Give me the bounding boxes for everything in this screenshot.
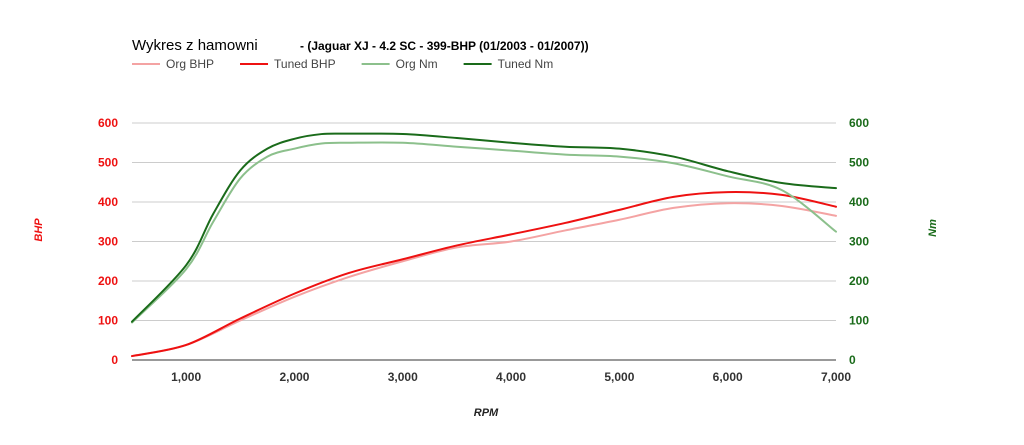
y-axis-label-left: BHP: [33, 218, 45, 242]
x-tick: 7,000: [821, 370, 851, 384]
grid-lines: [132, 122, 836, 361]
y-axis-label-right: Nm: [927, 219, 939, 237]
y-tick-left: 300: [98, 235, 118, 249]
x-tick: 1,000: [171, 370, 201, 384]
y-tick-right: 500: [849, 156, 869, 170]
legend-label: Tuned BHP: [274, 57, 336, 71]
series-group: [131, 132, 837, 358]
series-line-tuned-nm: [131, 132, 837, 323]
y-tick-right: 300: [849, 235, 869, 249]
x-axis-label: RPM: [474, 407, 499, 419]
legend-label: Org BHP: [166, 57, 214, 71]
legend-item[interactable]: Tuned Nm: [463, 57, 554, 71]
series-line-tuned-bhp: [131, 191, 837, 358]
series-line-org-bhp: [131, 202, 837, 358]
y-tick-right: 200: [849, 274, 869, 288]
x-tick: 4,000: [496, 370, 526, 384]
y-tick-right: 400: [849, 195, 869, 209]
x-tick: 5,000: [604, 370, 634, 384]
y-tick-left: 500: [98, 156, 118, 170]
y-tick-left: 100: [98, 314, 118, 328]
legend-item[interactable]: Org Nm: [361, 57, 438, 71]
x-axis-ticks: 1,000 2,000 3,000 4,000 5,000 6,000 7,000: [171, 370, 851, 384]
left-axis-ticks: 0 100 200 300 400 500 600: [98, 116, 118, 367]
series-line-org-nm: [131, 141, 837, 324]
x-tick: 6,000: [713, 370, 743, 384]
right-axis-ticks: 0 100 200 300 400 500 600: [849, 116, 869, 367]
legend: Org BHP Tuned BHP Org Nm Tuned Nm: [132, 57, 553, 71]
x-tick: 3,000: [388, 370, 418, 384]
legend-item[interactable]: Tuned BHP: [240, 57, 336, 71]
y-tick-left: 0: [111, 353, 118, 367]
y-tick-right: 0: [849, 353, 856, 367]
y-tick-right: 600: [849, 116, 869, 130]
y-tick-left: 600: [98, 116, 118, 130]
legend-item[interactable]: Org BHP: [132, 57, 214, 71]
chart-title: Wykres z hamowni: [132, 37, 258, 54]
y-tick-left: 200: [98, 274, 118, 288]
chart-subtitle: - (Jaguar XJ - 4.2 SC - 399-BHP (01/2003…: [300, 39, 589, 53]
y-tick-right: 100: [849, 314, 869, 328]
x-tick: 2,000: [279, 370, 309, 384]
legend-label: Org Nm: [396, 57, 438, 71]
y-tick-left: 400: [98, 195, 118, 209]
legend-label: Tuned Nm: [498, 57, 554, 71]
